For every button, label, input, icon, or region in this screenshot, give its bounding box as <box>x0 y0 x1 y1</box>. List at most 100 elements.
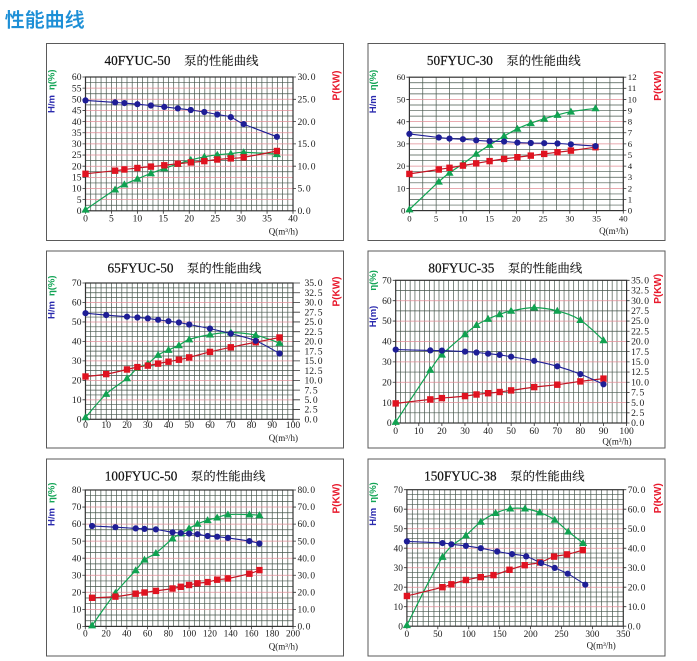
svg-text:P(KW): P(KW) <box>332 277 343 307</box>
svg-text:0.0: 0.0 <box>298 623 311 633</box>
svg-text:30.0: 30.0 <box>631 296 649 307</box>
svg-text:20.0: 20.0 <box>298 588 316 598</box>
svg-text:140: 140 <box>224 629 238 639</box>
svg-text:30: 30 <box>382 357 392 368</box>
svg-text:100: 100 <box>619 426 634 437</box>
svg-text:150FYUC-38: 150FYUC-38 <box>424 469 497 484</box>
svg-text:40: 40 <box>397 117 406 127</box>
svg-text:10: 10 <box>628 94 637 104</box>
svg-text:10: 10 <box>459 214 468 224</box>
svg-text:0.0: 0.0 <box>631 418 644 429</box>
svg-text:10: 10 <box>101 420 111 431</box>
svg-text:15: 15 <box>72 173 82 184</box>
svg-text:10.0: 10.0 <box>298 606 316 616</box>
svg-text:35: 35 <box>262 214 272 225</box>
svg-text:30: 30 <box>236 214 246 225</box>
svg-text:10: 10 <box>72 606 82 616</box>
svg-text:0: 0 <box>393 426 398 437</box>
svg-text:20.0: 20.0 <box>631 337 649 348</box>
svg-text:70: 70 <box>72 503 82 513</box>
svg-text:10.0: 10.0 <box>628 603 646 613</box>
svg-text:60: 60 <box>205 420 215 431</box>
svg-text:20.0: 20.0 <box>628 583 646 593</box>
svg-text:40: 40 <box>164 420 174 431</box>
svg-text:50: 50 <box>72 95 82 106</box>
svg-text:300: 300 <box>585 630 599 640</box>
svg-text:H/mη(%): H/mη(%) <box>47 275 58 319</box>
svg-text:2.5: 2.5 <box>631 408 644 419</box>
svg-text:H/mη(%): H/mη(%) <box>368 482 379 526</box>
svg-text:80FYUC-35: 80FYUC-35 <box>428 261 494 276</box>
svg-text:32.5: 32.5 <box>631 286 649 297</box>
svg-text:30: 30 <box>394 564 404 574</box>
svg-text:50.0: 50.0 <box>628 525 646 535</box>
svg-text:12.5: 12.5 <box>305 366 323 377</box>
svg-text:70: 70 <box>553 426 563 437</box>
svg-text:40: 40 <box>72 554 82 564</box>
svg-text:60.0: 60.0 <box>298 520 316 530</box>
svg-text:30: 30 <box>460 426 470 437</box>
svg-text:0.0: 0.0 <box>628 622 641 632</box>
svg-text:12.5: 12.5 <box>631 367 649 378</box>
svg-text:11: 11 <box>628 83 636 93</box>
svg-text:20: 20 <box>122 420 132 431</box>
svg-text:0: 0 <box>398 622 403 632</box>
svg-text:20: 20 <box>394 583 404 593</box>
svg-text:60: 60 <box>72 72 82 83</box>
svg-text:10: 10 <box>414 426 424 437</box>
svg-text:70: 70 <box>382 276 392 287</box>
svg-text:40.0: 40.0 <box>628 544 646 554</box>
svg-text:30.0: 30.0 <box>628 564 646 574</box>
svg-text:50FYUC-30: 50FYUC-30 <box>427 53 493 68</box>
svg-text:30: 30 <box>72 356 82 367</box>
svg-text:2: 2 <box>628 183 632 193</box>
svg-text:30: 30 <box>72 571 82 581</box>
svg-text:Q(m³/h): Q(m³/h) <box>269 226 298 236</box>
svg-text:20: 20 <box>512 214 521 224</box>
svg-text:27.5: 27.5 <box>305 307 323 318</box>
svg-text:6: 6 <box>628 139 633 149</box>
svg-text:350: 350 <box>616 630 630 640</box>
svg-text:H/mη(%): H/mη(%) <box>47 69 58 113</box>
svg-text:160: 160 <box>244 629 258 639</box>
svg-text:0: 0 <box>387 418 392 429</box>
svg-text:80: 80 <box>72 486 82 496</box>
svg-text:10: 10 <box>397 183 406 193</box>
svg-text:40: 40 <box>122 629 132 639</box>
svg-text:35: 35 <box>592 214 601 224</box>
svg-text:25.0: 25.0 <box>305 317 323 328</box>
svg-text:7.5: 7.5 <box>305 385 318 396</box>
svg-text:50.0: 50.0 <box>298 537 316 547</box>
svg-text:0.0: 0.0 <box>305 415 318 426</box>
svg-text:0: 0 <box>77 415 82 426</box>
svg-text:5.0: 5.0 <box>305 395 318 406</box>
svg-text:15.0: 15.0 <box>631 357 649 368</box>
svg-text:20: 20 <box>397 161 406 171</box>
svg-text:40.0: 40.0 <box>298 554 316 564</box>
svg-text:100: 100 <box>462 630 476 640</box>
svg-text:20: 20 <box>437 426 447 437</box>
svg-text:10: 10 <box>72 395 82 406</box>
svg-text:12: 12 <box>628 72 637 82</box>
svg-text:40: 40 <box>288 214 298 225</box>
svg-text:H/mη(%): H/mη(%) <box>368 70 379 114</box>
svg-text:0: 0 <box>77 206 82 217</box>
svg-text:50: 50 <box>506 426 516 437</box>
svg-text:60: 60 <box>529 426 539 437</box>
svg-text:27.5: 27.5 <box>631 306 649 317</box>
svg-text:70: 70 <box>226 420 236 431</box>
svg-text:25: 25 <box>539 214 548 224</box>
svg-text:80: 80 <box>247 420 257 431</box>
svg-text:80.0: 80.0 <box>298 486 316 496</box>
svg-text:30.0: 30.0 <box>298 571 316 581</box>
svg-text:5.0: 5.0 <box>298 184 311 195</box>
svg-text:0: 0 <box>628 206 633 216</box>
svg-text:1: 1 <box>628 194 632 204</box>
svg-text:50: 50 <box>72 317 82 328</box>
svg-text:10: 10 <box>72 184 82 195</box>
svg-text:50: 50 <box>433 630 443 640</box>
svg-text:5: 5 <box>77 195 82 206</box>
svg-text:30: 30 <box>143 420 153 431</box>
svg-text:60: 60 <box>397 72 406 82</box>
svg-text:60: 60 <box>394 505 404 515</box>
